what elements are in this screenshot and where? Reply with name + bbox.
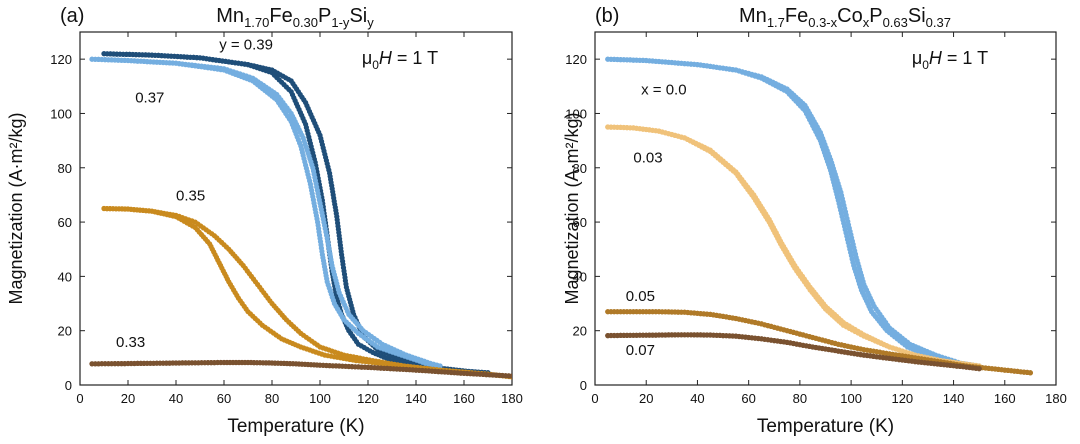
x-tick-label: 80 <box>265 391 279 406</box>
plot-area <box>89 51 512 380</box>
plot-frame <box>594 31 1057 386</box>
x-tick-label: 0 <box>591 391 598 406</box>
series-line-cooling <box>607 58 980 367</box>
x-tick-label: 40 <box>690 391 704 406</box>
y-tick-label: 40 <box>573 269 587 284</box>
title-subscript: 1.7 <box>767 15 785 30</box>
y-tick-label: 20 <box>573 324 587 339</box>
title-subscript: y <box>367 15 374 30</box>
field-H: H <box>929 48 943 68</box>
x-tick-label: 160 <box>453 391 475 406</box>
series-label: 0.37 <box>135 90 164 107</box>
series-x-0-0 <box>605 56 982 369</box>
field-mu: μ <box>912 48 922 68</box>
y-tick-label: 0 <box>580 378 587 393</box>
plot-frame <box>79 31 513 386</box>
title-part: P <box>869 5 882 27</box>
x-tick-label: 160 <box>994 391 1016 406</box>
data-point <box>1027 370 1033 376</box>
field-mu: μ <box>362 48 372 68</box>
x-tick-label: 100 <box>309 391 331 406</box>
x-axis-label: Temperature (K) <box>757 416 894 437</box>
series-label: x = 0.0 <box>641 81 686 98</box>
data-point <box>437 363 443 369</box>
field-value: = 1 T <box>942 48 988 68</box>
y-tick-label: 120 <box>50 52 72 67</box>
x-tick-label: 180 <box>1045 391 1067 406</box>
x-tick-label: 20 <box>121 391 135 406</box>
y-tick-label: 20 <box>58 324 72 339</box>
y-axis-label: Magnetization (A·m²/kg) <box>562 112 582 304</box>
title-subscript: x <box>863 15 870 30</box>
title-subscript: 1-y <box>331 15 350 30</box>
title-part: Si <box>349 5 367 27</box>
x-tick-label: 120 <box>891 391 913 406</box>
x-tick-label: 60 <box>217 391 231 406</box>
series-0-33 <box>89 359 512 379</box>
field-mu-subscript: 0 <box>372 58 379 72</box>
field-value: = 1 T <box>392 48 438 68</box>
title-subscript: 1.70 <box>244 15 269 30</box>
panel-b: 0 20 40 60 80 100 120 140 160 180 0 20 40 60 80 100 120 T… <box>562 5 1067 437</box>
series-0-35 <box>101 205 512 380</box>
y-tick-label: 40 <box>58 269 72 284</box>
plot-area <box>605 56 1033 376</box>
x-tick-label: 20 <box>639 391 653 406</box>
x-tick-label: 120 <box>357 391 379 406</box>
title-part: Co <box>837 5 863 27</box>
x-axis-label: Temperature (K) <box>227 416 364 437</box>
y-tick-label: 80 <box>573 161 587 176</box>
field-annotation: μ0H = 1 T <box>912 48 988 72</box>
title-subscript: 0.63 <box>883 15 908 30</box>
y-tick-label: 60 <box>58 215 72 230</box>
x-tick-label: 60 <box>741 391 755 406</box>
series-label: 0.33 <box>116 334 145 351</box>
x-tick-label: 140 <box>943 391 965 406</box>
title-part: Fe <box>269 5 292 27</box>
series-label: y = 0.39 <box>219 37 273 54</box>
data-point <box>976 366 982 372</box>
title-part: P <box>318 5 331 27</box>
y-axis-label: Magnetization (A·m²/kg) <box>6 112 26 304</box>
panel-label: (b) <box>595 5 619 27</box>
y-tick-label: 100 <box>565 106 587 121</box>
chart-title: Mn1.7Fe0.3-xCoxP0.63Si0.37 <box>739 5 951 30</box>
y-tick-label: 60 <box>573 215 587 230</box>
data-point <box>509 373 512 379</box>
panel-a: 0 20 40 60 80 100 120 140 160 180 0 20 40 60 80 100 120 T… <box>6 5 523 437</box>
series-label: 0.35 <box>176 187 205 204</box>
title-part: Mn <box>216 5 244 27</box>
panel-label: (a) <box>60 5 84 27</box>
x-tick-label: 80 <box>793 391 807 406</box>
y-tick-label: 0 <box>65 378 72 393</box>
y-tick-label: 80 <box>58 161 72 176</box>
field-annotation: μ0H = 1 T <box>362 48 438 72</box>
chart-title: Mn1.70Fe0.30P1-ySiy <box>216 5 374 30</box>
y-tick-label: 100 <box>50 106 72 121</box>
x-tick-label: 100 <box>840 391 862 406</box>
field-mu-subscript: 0 <box>922 58 929 72</box>
x-tick-label: 0 <box>76 391 83 406</box>
title-part: Mn <box>739 5 767 27</box>
title-subscript: 0.30 <box>293 15 318 30</box>
series-line-warming <box>607 58 980 367</box>
series-label: 0.07 <box>626 342 655 359</box>
y-tick-label: 120 <box>565 52 587 67</box>
series-label: 0.05 <box>626 288 655 305</box>
series-0-37 <box>89 56 443 369</box>
series-0-07 <box>605 332 982 372</box>
title-part: Si <box>908 5 926 27</box>
x-tick-label: 180 <box>501 391 523 406</box>
title-subscript: 0.37 <box>926 15 951 30</box>
series-label: 0.03 <box>633 149 662 166</box>
x-tick-label: 40 <box>169 391 183 406</box>
title-subscript: 0.3-x <box>808 15 837 30</box>
title-part: Fe <box>785 5 808 27</box>
field-H: H <box>379 48 393 68</box>
x-tick-label: 140 <box>405 391 427 406</box>
